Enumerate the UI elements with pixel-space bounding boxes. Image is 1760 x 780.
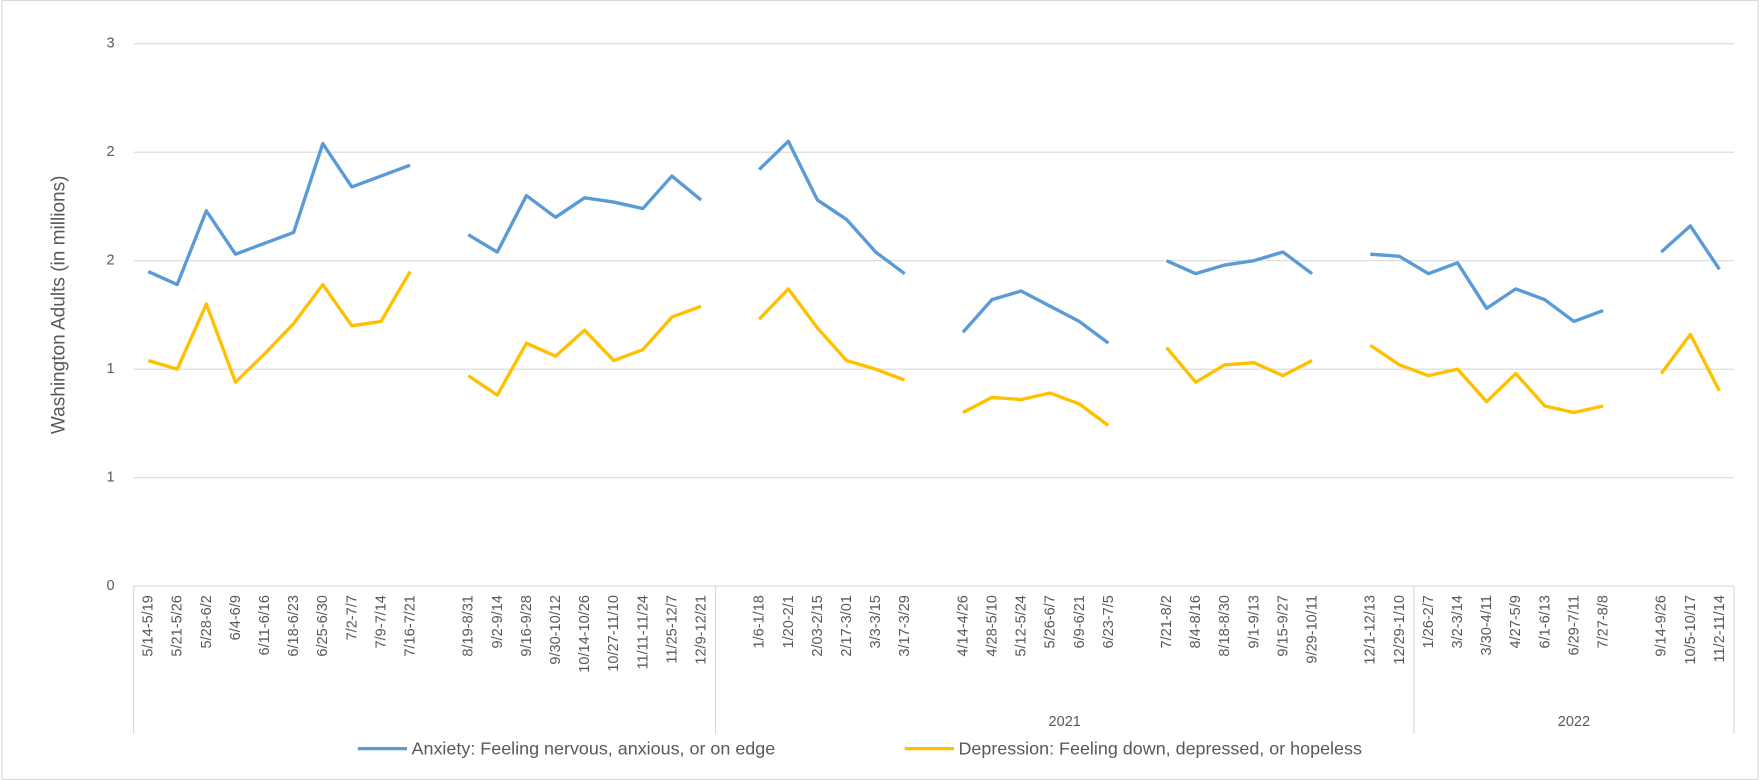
x-tick-label: 7/2-7/7 [344, 595, 360, 640]
y-tick-label: 2 [106, 144, 114, 160]
x-tick-label: 6/23-7/5 [1101, 595, 1117, 648]
x-tick-label: 10/14-10/26 [577, 595, 593, 673]
x-tick-label: 4/28-5/10 [984, 595, 1000, 656]
series-line [147, 139, 1721, 345]
x-tick-label: 10/27-11/10 [606, 595, 622, 672]
x-tick-label: 6/9-6/21 [1072, 595, 1088, 648]
x-tick-label: 8/4-8/16 [1188, 595, 1204, 648]
x-tick-label: 6/25-6/30 [315, 595, 331, 656]
x-tick-label: 8/18-8/30 [1217, 595, 1233, 656]
x-tick-label: 4/14-4/26 [955, 595, 971, 656]
y-axis-title: Washington Adults (in millions) [49, 175, 70, 434]
x-tick-label: 6/29-7/11 [1566, 595, 1582, 655]
group-label: 2022 [1558, 714, 1590, 730]
x-tick-label: 6/18-6/23 [286, 595, 302, 656]
x-tick-label: 11/2-11/14 [1712, 595, 1728, 662]
x-tick-label: 9/1-9/13 [1246, 595, 1262, 648]
x-tick-label: 1/6-1/18 [752, 595, 768, 648]
x-tick-label: 7/16-7/21 [403, 595, 419, 656]
legend-label: Depression: Feeling down, depressed, or … [958, 738, 1362, 758]
group-label: 2021 [1049, 714, 1081, 730]
x-tick-label: 1/26-2/7 [1421, 595, 1437, 648]
x-tick-label: 7/27-8/8 [1596, 595, 1612, 648]
x-tick-label: 4/27-5/9 [1508, 595, 1524, 648]
x-tick-label: 1/20-2/1 [781, 595, 797, 648]
x-tick-label: 12/9-12/21 [693, 595, 709, 665]
x-tick-label: 9/14-9/26 [1654, 595, 1670, 656]
x-tick-label: 5/26-6/7 [1043, 595, 1059, 648]
legend-label: Anxiety: Feeling nervous, anxious, or on… [412, 738, 776, 758]
x-tick-label: 6/4-6/9 [228, 595, 244, 640]
y-tick-label: 3 [106, 36, 114, 52]
x-tick-label: 6/11-6/16 [257, 595, 273, 655]
x-tick-label: 6/1-6/13 [1537, 595, 1553, 648]
x-tick-label: 9/30-10/12 [548, 595, 564, 665]
x-tick-label: 9/2-9/14 [490, 595, 506, 648]
y-tick-label: 0 [106, 578, 114, 594]
x-tick-label: 10/5-10/17 [1683, 595, 1699, 665]
x-tick-label: 9/16-9/28 [519, 595, 535, 656]
x-tick-label: 12/1-12/13 [1363, 595, 1379, 665]
x-tick-label: 11/11-11/24 [635, 595, 651, 669]
x-tick-label: 5/14-5/19 [141, 595, 157, 656]
x-tick-label: 9/29-10/11 [1305, 595, 1321, 663]
x-tick-label: 7/21-8/2 [1159, 595, 1175, 648]
y-tick-label: 1 [106, 361, 114, 377]
series-line [147, 270, 1721, 427]
y-tick-label: 1 [106, 469, 114, 485]
x-tick-label: 3/17-3/29 [897, 595, 913, 656]
x-tick-label: 11/25-12/7 [664, 595, 680, 663]
x-tick-label: 2/17-3/01 [839, 595, 855, 656]
x-tick-label: 8/19-8/31 [461, 595, 477, 656]
x-tick-label: 3/3-3/15 [868, 595, 884, 648]
x-tick-label: 7/9-7/14 [373, 595, 389, 648]
x-tick-label: 5/21-5/26 [170, 595, 186, 656]
x-tick-label: 5/28-6/2 [199, 595, 215, 648]
x-tick-label: 3/30-4/11 [1479, 595, 1495, 655]
x-tick-label: 9/15-9/27 [1275, 595, 1291, 656]
x-tick-label: 5/12-5/24 [1014, 595, 1030, 656]
x-tick-label: 2/03-2/15 [810, 595, 826, 656]
x-tick-label: 3/2-3/14 [1450, 595, 1466, 648]
y-tick-label: 2 [106, 253, 114, 269]
x-tick-label: 12/29-1/10 [1392, 595, 1408, 665]
